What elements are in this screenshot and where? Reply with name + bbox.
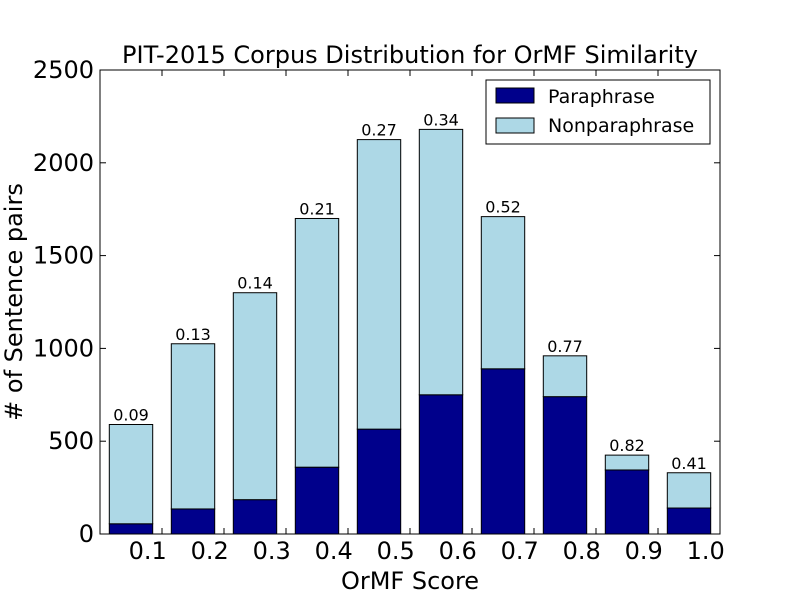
bar-nonparaphrase-0.7 (480, 216, 526, 370)
bar-nonparaphrase-0.6 (418, 128, 464, 396)
bar-paraphrase-0.9 (604, 469, 650, 535)
x-tick-label: 0.7 (501, 537, 539, 565)
y-tick-label: 1000 (33, 334, 94, 362)
bar-paraphrase-0.4 (294, 466, 340, 535)
x-tick-label: 0.1 (129, 537, 167, 565)
legend: Paraphrase Nonparaphrase (485, 79, 711, 145)
bar-total-label: 0.27 (361, 121, 397, 140)
bar-total-label: 0.41 (671, 454, 707, 473)
x-tick-label: 0.5 (377, 537, 415, 565)
bar-total-label: 0.82 (609, 436, 645, 455)
bar-paraphrase-0.5 (356, 428, 402, 535)
x-tick-label: 0.3 (253, 537, 291, 565)
chart-title: PIT-2015 Corpus Distribution for OrMF Si… (122, 41, 698, 69)
legend-swatch-paraphrase (495, 87, 535, 104)
bar-total-label: 0.52 (485, 198, 521, 217)
bar-nonparaphrase-0.4 (294, 217, 340, 468)
bar-total-label: 0.09 (113, 405, 149, 424)
y-axis-label: # of Sentence pairs (0, 183, 28, 421)
x-axis-label: OrMF Score (341, 567, 479, 595)
bar-paraphrase-0.1 (108, 523, 154, 535)
x-tick-label: 0.2 (191, 537, 229, 565)
bar-total-label: 0.77 (547, 337, 583, 356)
plot-area: 0.090.130.140.210.270.340.520.770.820.41… (33, 56, 725, 565)
y-tick-label: 2000 (33, 149, 94, 177)
bar-nonparaphrase-0.8 (542, 355, 588, 398)
y-ticks-group: 0 500 1000 1500 2000 2500 (33, 56, 720, 548)
x-tick-label: 0.4 (315, 537, 353, 565)
bar-total-label: 0.13 (175, 325, 211, 344)
bar-nonparaphrase-0.9 (604, 454, 650, 471)
bar-labels-group: 0.09 0.13 0.14 0.21 0.27 0.34 0.52 0.77 0.82 0.41 (113, 110, 707, 472)
plot-border (99, 69, 721, 535)
legend-swatch-nonparaphrase (495, 117, 535, 134)
bar-paraphrase-1.0 (666, 507, 712, 535)
bar-total-label: 0.21 (299, 199, 335, 218)
bar-nonparaphrase-0.1 (108, 423, 154, 525)
bar-paraphrase-0.3 (232, 499, 278, 535)
bar-total-label: 0.34 (423, 110, 459, 129)
bar-paraphrase-0.6 (418, 394, 464, 535)
bar-paraphrase-0.7 (480, 368, 526, 535)
bar-nonparaphrase-0.3 (232, 292, 278, 501)
x-tick-label: 0.6 (439, 537, 477, 565)
x-tick-label: 0.8 (563, 537, 601, 565)
legend-label-nonparaphrase: Nonparaphrase (548, 115, 694, 137)
bar-total-label: 0.14 (237, 274, 273, 293)
bar-paraphrase-0.2 (170, 508, 216, 535)
bars-group (108, 128, 712, 535)
bar-nonparaphrase-0.2 (170, 343, 216, 510)
bar-nonparaphrase-1.0 (666, 472, 712, 509)
x-tick-label: 0.9 (625, 537, 663, 565)
x-tick-label: 1.0 (687, 537, 725, 565)
bar-paraphrase-0.8 (542, 396, 588, 535)
y-tick-label: 1500 (33, 242, 94, 270)
y-tick-label: 2500 (33, 56, 94, 84)
y-tick-label: 500 (48, 427, 94, 455)
bar-nonparaphrase-0.5 (356, 139, 402, 430)
legend-label-paraphrase: Paraphrase (548, 86, 655, 108)
y-tick-label: 0 (79, 520, 94, 548)
